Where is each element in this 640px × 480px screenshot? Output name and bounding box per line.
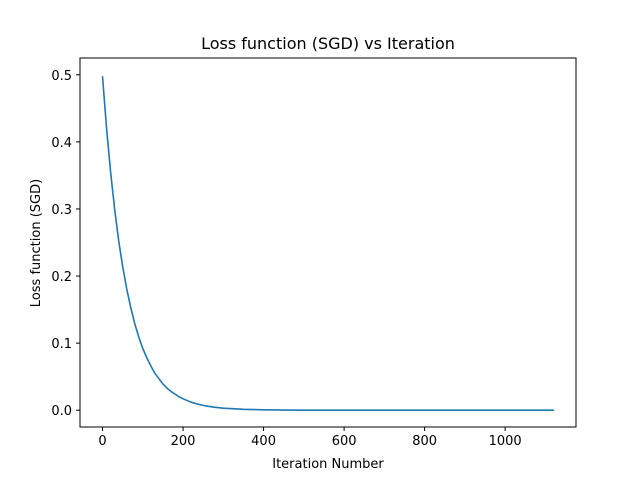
x-tick-label: 400	[251, 434, 276, 449]
loss-series-line	[101, 75, 555, 412]
y-tick-label: 0.3	[51, 203, 72, 218]
chart-title: Loss function (SGD) vs Iteration	[201, 34, 455, 53]
y-tick-label: 0.1	[51, 337, 72, 352]
x-tick-label: 200	[171, 434, 196, 449]
y-axis-title: Loss function (SGD)	[29, 179, 44, 307]
plot-area: 0 200 400 600 800 1000 0.0 0.1 0.2 0.3 0.4 0.5	[51, 57, 577, 449]
x-tick-label: 1000	[489, 434, 522, 449]
x-tick-label: 600	[332, 434, 357, 449]
y-tick-label: 0.5	[51, 69, 72, 84]
y-tick-label: 0.2	[51, 270, 72, 285]
plot-frame	[79, 57, 577, 428]
x-tick-label: 800	[412, 434, 437, 449]
x-axis-title: Iteration Number	[272, 457, 384, 472]
x-tick-label: 0	[98, 434, 106, 449]
y-tick-label: 0.0	[51, 404, 72, 419]
y-tick-label: 0.4	[51, 136, 72, 151]
